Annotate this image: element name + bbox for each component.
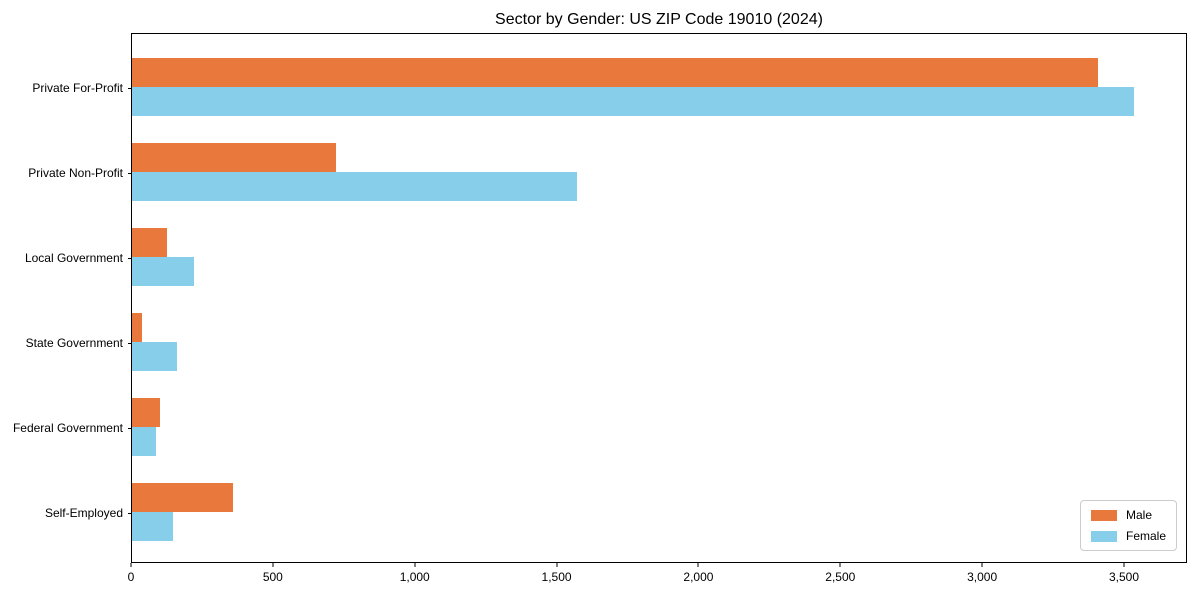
bar-female [132, 512, 174, 541]
bar-male [132, 313, 142, 342]
bar-male [132, 143, 336, 172]
x-tick-mark [697, 563, 699, 567]
legend-entry-male: Male [1090, 508, 1166, 522]
bar-female [132, 427, 157, 456]
category-row: Private For-Profit [32, 45, 1186, 130]
plot-area: Private For-Profit Private Non-Profit Loca… [13, 33, 1187, 563]
y-tick-mark [128, 172, 132, 174]
y-tick-mark [128, 342, 132, 344]
y-axis-label: Private Non-Profit [28, 165, 123, 180]
x-tick-label: 2,000 [683, 570, 714, 584]
x-tick-label: 1,500 [541, 570, 572, 584]
y-axis-label: Self-Employed [44, 505, 123, 520]
x-axis-ticks: 0 500 1,000 1,500 2,000 2,500 3,000 3,500 [127, 563, 1187, 589]
y-axis-label: Local Government [24, 250, 123, 265]
x-tick-label: 500 [262, 570, 283, 584]
category-row: Local Government [25, 215, 1186, 300]
x-tick-label: 3,500 [1108, 570, 1140, 584]
x-tick-mark [981, 563, 983, 567]
y-axis-label: Federal Government [12, 420, 123, 435]
legend: Male Female [1079, 500, 1177, 551]
x-tick-mark [556, 563, 558, 567]
bar-male [132, 58, 1098, 87]
x-tick-mark [130, 563, 132, 567]
category-row: State Government [26, 300, 1186, 385]
y-tick-mark [128, 257, 132, 259]
x-tick-mark [839, 563, 841, 567]
bar-male [132, 228, 168, 257]
x-tick-label: 1,000 [399, 570, 430, 584]
y-axis-label: Private For-Profit [32, 80, 123, 95]
bar-male [132, 398, 161, 427]
bar-female [132, 87, 1135, 116]
bar-female [132, 257, 195, 286]
x-tick-mark [1123, 563, 1125, 567]
legend-label-male: Male [1125, 508, 1152, 522]
bar-female [132, 172, 577, 201]
y-tick-mark [128, 512, 132, 514]
y-tick-mark [128, 427, 132, 429]
bar-rows: Private For-Profit Private Non-Profit Loca… [13, 45, 1186, 555]
x-tick-label: 2,500 [825, 570, 856, 584]
category-row: Private Non-Profit [28, 130, 1186, 215]
category-row: Self-Employed [45, 470, 1186, 555]
bar-female [132, 342, 178, 371]
chart-title: Sector by Gender: US ZIP Code 19010 (202… [495, 11, 823, 28]
male-swatch-icon [1090, 509, 1117, 521]
bar-male [132, 483, 233, 512]
x-tick-label: 3,000 [967, 570, 998, 584]
legend-entry-female: Female [1090, 529, 1166, 543]
x-tick-mark [414, 563, 416, 567]
legend-label-female: Female [1125, 529, 1166, 543]
female-swatch-icon [1090, 530, 1117, 542]
category-row: Federal Government [13, 385, 1186, 470]
x-tick-mark [272, 563, 274, 567]
x-tick-label: 0 [127, 570, 135, 584]
y-tick-mark [128, 87, 132, 89]
y-axis-label: State Government [25, 335, 123, 350]
